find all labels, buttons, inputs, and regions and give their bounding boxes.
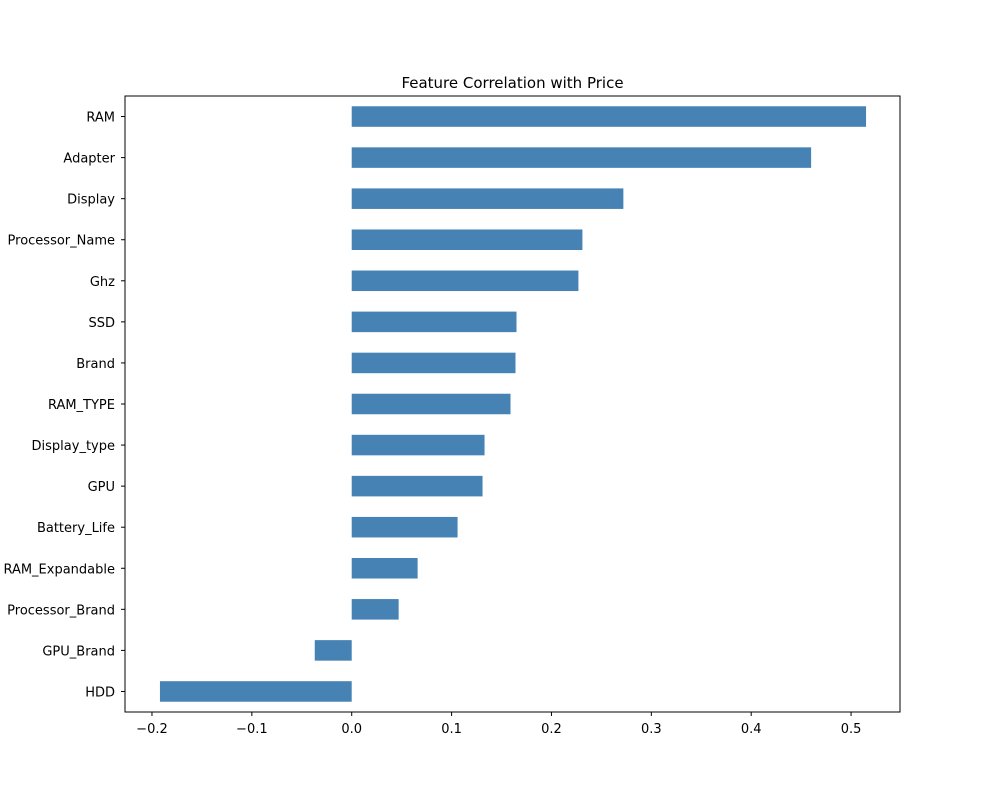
bar-gpu-brand (314, 640, 352, 661)
bar-processor-brand (351, 599, 399, 620)
y-tick-label: Display_type (32, 439, 115, 454)
bar-adapter (351, 147, 812, 168)
y-tick-label: GPU_Brand (42, 644, 115, 659)
y-tick-label: RAM_TYPE (48, 398, 115, 413)
bar-brand (351, 352, 516, 374)
x-tick-label: 0.3 (641, 722, 662, 737)
y-tick-label: RAM_Expandable (3, 562, 115, 577)
x-tick-label: 0.1 (441, 722, 462, 737)
bars-layer (159, 106, 867, 702)
y-tick-label: GPU (88, 480, 115, 495)
y-tick-label: Processor_Brand (7, 603, 115, 618)
bar-gpu (351, 475, 483, 497)
bar-processor-name (351, 229, 583, 250)
y-tick-label: Ghz (90, 275, 115, 290)
y-tick-label: Battery_Life (37, 521, 115, 536)
y-tick-label: Adapter (63, 152, 115, 167)
x-tick-label: 0.4 (741, 722, 762, 737)
x-tick-label: 0.0 (341, 722, 362, 737)
x-tick-label: 0.2 (541, 722, 562, 737)
bar-ram-expandable (351, 558, 418, 579)
y-tick-label: Brand (76, 357, 115, 372)
plot-frame (124, 95, 901, 713)
x-tick-label: 0.5 (841, 722, 862, 737)
y-tick-label: RAM (86, 111, 115, 126)
y-tick-label: HDD (85, 685, 115, 700)
bar-hdd (159, 681, 352, 702)
y-tick-label: Display (67, 193, 115, 208)
bar-ghz (351, 270, 579, 292)
chart-title: Feature Correlation with Price (401, 74, 623, 92)
x-tick-label: −0.1 (236, 722, 268, 737)
bar-display (351, 188, 624, 209)
y-tick-label: SSD (88, 316, 115, 331)
bar-display-type (351, 434, 485, 456)
y-axis: RAM Adapter Display Processor_Name Ghz SSD Bra… (3, 111, 125, 700)
x-axis: −0.2 −0.1 0.0 0.1 0.2 0.3 0.4 0.5 (136, 712, 861, 737)
bar-ssd (351, 311, 517, 333)
y-tick-label: Processor_Name (8, 234, 115, 249)
bar-ram-type (351, 393, 511, 415)
bar-ram (351, 106, 867, 127)
bar-battery-life (351, 516, 458, 538)
x-tick-label: −0.2 (136, 722, 168, 737)
